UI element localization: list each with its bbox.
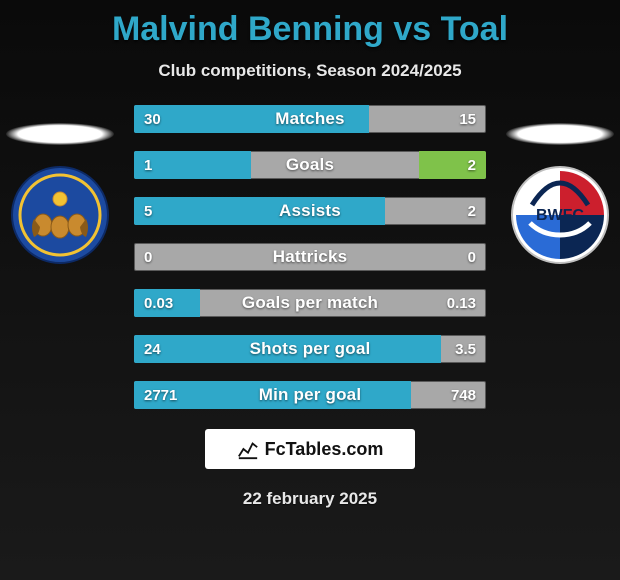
club-badge-left	[10, 165, 110, 265]
avatar-placeholder-right	[506, 123, 614, 145]
stat-label: Goals	[134, 151, 486, 179]
bolton-crest-icon: BWFC	[510, 165, 610, 265]
stat-label: Goals per match	[134, 289, 486, 317]
watermark-text: FcTables.com	[265, 439, 384, 460]
stat-label: Hattricks	[134, 243, 486, 271]
svg-text:BWFC: BWFC	[536, 207, 584, 224]
stat-row: 00Hattricks	[134, 243, 486, 271]
stats-list: 3015Matches 12Goals 52Assists 00Hattricks 0.…	[134, 105, 486, 409]
date-label: 22 february 2025	[0, 489, 620, 509]
watermark-badge: FcTables.com	[205, 429, 415, 469]
avatar-placeholder-left	[6, 123, 114, 145]
subtitle: Club competitions, Season 2024/2025	[0, 61, 620, 81]
club-badge-right: BWFC	[510, 165, 610, 265]
stat-label: Min per goal	[134, 381, 486, 409]
comparison-stage: BWFC 3015Matches 12Goals 52Assists 00Hattri…	[0, 105, 620, 409]
stat-row: 243.5Shots per goal	[134, 335, 486, 363]
stat-row: 52Assists	[134, 197, 486, 225]
stat-row: 0.030.13Goals per match	[134, 289, 486, 317]
stat-label: Assists	[134, 197, 486, 225]
shrewsbury-crest-icon	[10, 165, 110, 265]
stat-label: Matches	[134, 105, 486, 133]
stat-row: 2771748Min per goal	[134, 381, 486, 409]
chart-line-icon	[237, 438, 259, 460]
stat-label: Shots per goal	[134, 335, 486, 363]
stat-row: 12Goals	[134, 151, 486, 179]
stat-row: 3015Matches	[134, 105, 486, 133]
page-title: Malvind Benning vs Toal	[0, 0, 620, 49]
